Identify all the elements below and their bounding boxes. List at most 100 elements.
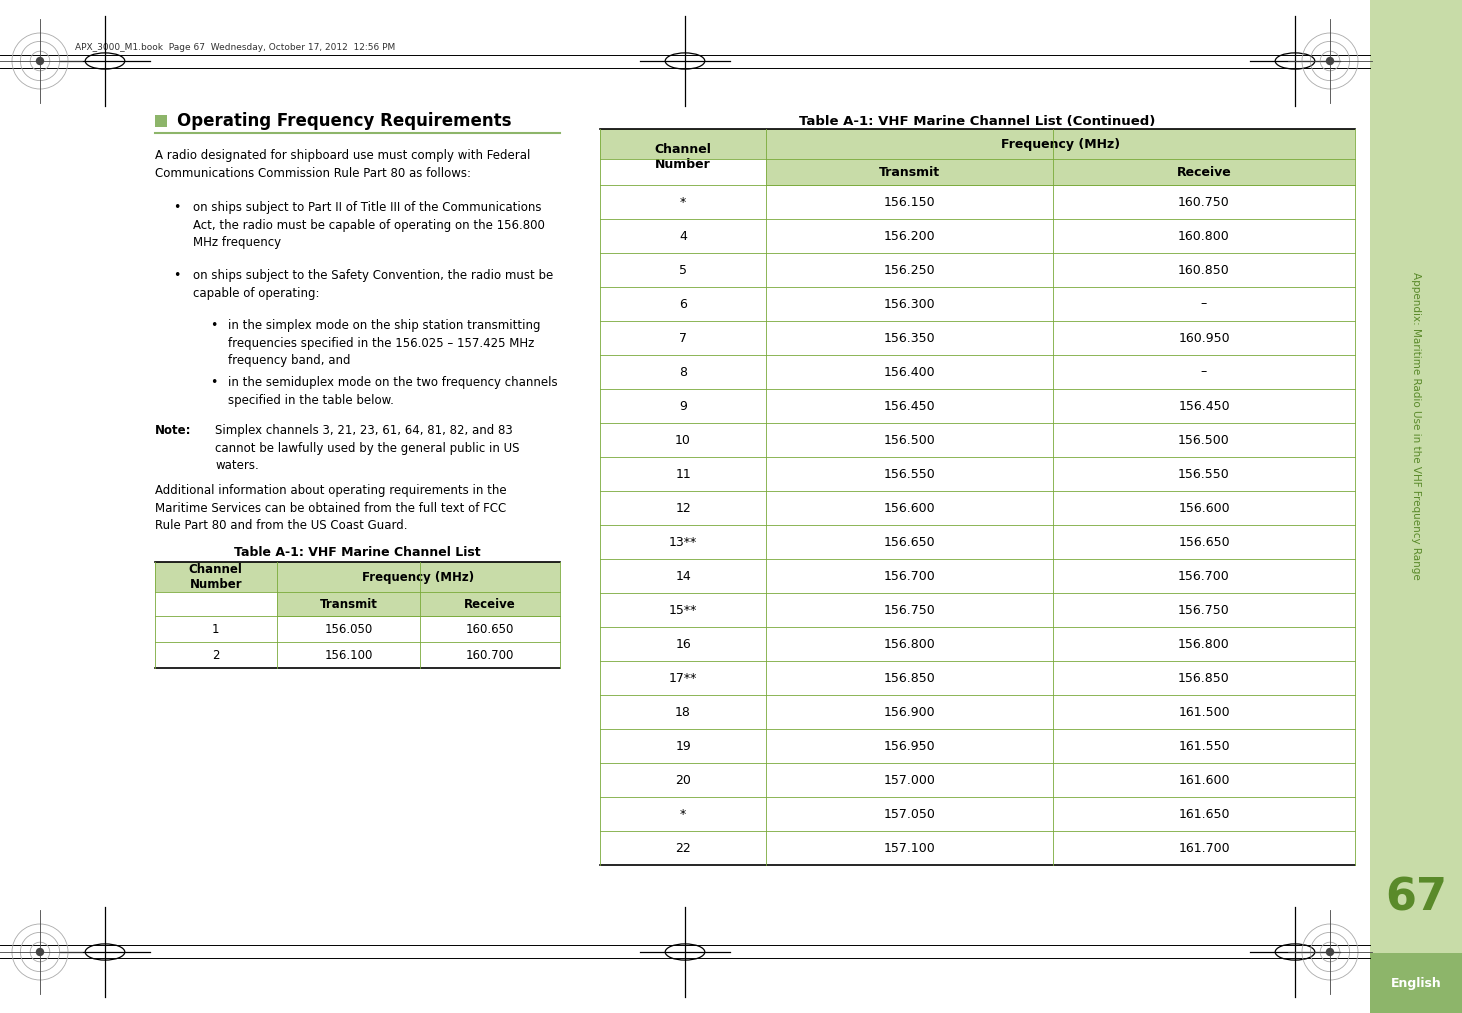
Text: 156.950: 156.950 [883,739,936,753]
Text: 156.800: 156.800 [1178,637,1230,650]
Text: Frequency (MHz): Frequency (MHz) [1001,138,1120,151]
Text: 17**: 17** [668,672,697,685]
Text: 9: 9 [680,399,687,412]
Text: 156.600: 156.600 [883,501,936,515]
Text: 156.850: 156.850 [883,672,936,685]
Text: 160.700: 160.700 [466,648,515,661]
Text: Channel
Number: Channel Number [189,563,243,591]
Text: 160.800: 160.800 [1178,230,1230,242]
Bar [1370,953,1462,1013]
Text: 161.650: 161.650 [1178,807,1230,821]
Text: •: • [211,319,218,332]
Text: 160.750: 160.750 [1178,196,1230,209]
Text: 160.950: 160.950 [1178,331,1230,344]
Text: 67: 67 [1385,876,1447,920]
Text: 4: 4 [680,230,687,242]
Text: Note:: Note: [155,424,192,437]
Text: 156.400: 156.400 [883,366,936,379]
Text: 156.450: 156.450 [883,399,936,412]
Bar [1370,0,1462,1013]
Text: on ships subject to the Safety Convention, the radio must be
capable of operatin: on ships subject to the Safety Conventio… [193,269,553,300]
Text: 1: 1 [212,623,219,635]
Text: 156.150: 156.150 [883,196,936,209]
Text: 156.500: 156.500 [883,434,936,447]
Text: •: • [211,376,218,389]
Text: 156.450: 156.450 [1178,399,1230,412]
Text: 15**: 15** [668,604,697,617]
Text: 156.100: 156.100 [325,648,373,661]
Circle shape [1326,948,1335,956]
Text: 156.500: 156.500 [1178,434,1230,447]
Circle shape [35,57,44,65]
Text: 5: 5 [678,263,687,277]
Text: 8: 8 [678,366,687,379]
Text: 156.050: 156.050 [325,623,373,635]
Text: 156.650: 156.650 [883,536,936,548]
Text: 156.350: 156.350 [883,331,936,344]
Text: 7: 7 [678,331,687,344]
Text: 156.850: 156.850 [1178,672,1230,685]
Text: 19: 19 [675,739,692,753]
Text: •: • [173,201,180,214]
Text: 156.200: 156.200 [883,230,936,242]
Text: 11: 11 [675,468,692,480]
Text: 156.700: 156.700 [1178,569,1230,582]
Text: 18: 18 [675,705,692,718]
Text: Appendix: Maritime Radio Use in the VHF Frequency Range: Appendix: Maritime Radio Use in the VHF … [1411,271,1421,579]
Text: 12: 12 [675,501,692,515]
Text: 161.500: 161.500 [1178,705,1230,718]
Text: –: – [1200,366,1208,379]
Circle shape [35,948,44,956]
Text: Operating Frequency Requirements: Operating Frequency Requirements [177,112,512,130]
Text: 13**: 13** [670,536,697,548]
Text: 156.750: 156.750 [1178,604,1230,617]
Text: 156.250: 156.250 [883,263,936,277]
Text: •: • [173,269,180,282]
Text: 160.650: 160.650 [466,623,515,635]
Text: Channel
Number: Channel Number [655,143,712,171]
Text: 156.600: 156.600 [1178,501,1230,515]
Text: in the simplex mode on the ship station transmitting
frequencies specified in th: in the simplex mode on the ship station … [228,319,541,367]
Text: 157.050: 157.050 [883,807,936,821]
Text: 156.700: 156.700 [883,569,936,582]
Text: English: English [1390,977,1442,990]
Text: on ships subject to Part II of Title III of the Communications
Act, the radio mu: on ships subject to Part II of Title III… [193,201,545,249]
Text: 156.550: 156.550 [883,468,936,480]
Text: Transmit: Transmit [320,598,377,611]
Text: Table A-1: VHF Marine Channel List: Table A-1: VHF Marine Channel List [234,546,481,559]
Text: Table A-1: VHF Marine Channel List (Continued): Table A-1: VHF Marine Channel List (Cont… [800,115,1155,128]
Text: 157.000: 157.000 [883,774,936,786]
Text: 161.600: 161.600 [1178,774,1230,786]
Bar [155,115,167,127]
Circle shape [1326,57,1335,65]
Text: 14: 14 [675,569,692,582]
Text: 16: 16 [675,637,692,650]
Bar [276,592,560,616]
Text: in the semiduplex mode on the two frequency channels
specified in the table belo: in the semiduplex mode on the two freque… [228,376,557,406]
Text: *: * [680,807,686,821]
Bar [766,159,1355,185]
Text: 156.300: 156.300 [883,298,936,311]
Text: –: – [1200,298,1208,311]
Text: 22: 22 [675,842,692,855]
Text: 160.850: 160.850 [1178,263,1230,277]
Text: 157.100: 157.100 [883,842,936,855]
Text: 2: 2 [212,648,219,661]
Text: 10: 10 [675,434,692,447]
Text: Additional information about operating requirements in the
Maritime Services can: Additional information about operating r… [155,484,507,532]
Text: Receive: Receive [465,598,516,611]
Text: 161.550: 161.550 [1178,739,1230,753]
Text: 161.700: 161.700 [1178,842,1230,855]
Text: Receive: Receive [1177,165,1231,178]
Text: A radio designated for shipboard use must comply with Federal
Communications Com: A radio designated for shipboard use mus… [155,149,531,179]
Text: 156.650: 156.650 [1178,536,1230,548]
Bar [155,562,560,592]
Text: 20: 20 [675,774,692,786]
Text: 156.750: 156.750 [883,604,936,617]
Text: Frequency (MHz): Frequency (MHz) [363,570,474,583]
Text: Simplex channels 3, 21, 23, 61, 64, 81, 82, and 83
cannot be lawfully used by th: Simplex channels 3, 21, 23, 61, 64, 81, … [215,424,519,472]
Text: *: * [680,196,686,209]
Text: 156.900: 156.900 [883,705,936,718]
Text: 6: 6 [680,298,687,311]
Text: APX_3000_M1.book  Page 67  Wednesday, October 17, 2012  12:56 PM: APX_3000_M1.book Page 67 Wednesday, Octo… [75,43,395,52]
